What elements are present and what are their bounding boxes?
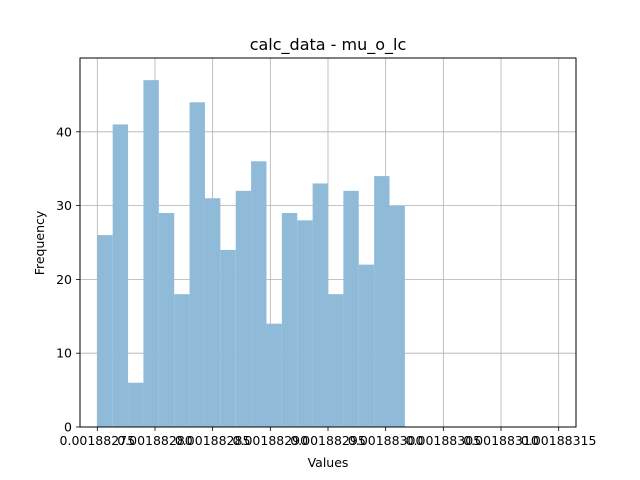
histogram-bar-6 — [174, 294, 190, 427]
chart-title: calc_data - mu_o_lc — [250, 35, 407, 55]
histogram-bar-19 — [374, 176, 390, 427]
x-axis-ticks: 0.001882750.001882800.001882850.00188290… — [60, 427, 597, 448]
histogram-bar-20 — [389, 205, 405, 427]
y-axis-label: Frequency — [32, 210, 47, 275]
x-tick-label: 0.00188315 — [521, 433, 597, 448]
x-tick-label: 0.00188310 — [463, 433, 539, 448]
x-tick-label: 0.00188280 — [117, 433, 193, 448]
histogram-bar-13 — [281, 212, 298, 427]
histogram-bar-17 — [343, 190, 359, 427]
histogram-bar-12 — [266, 323, 282, 427]
histogram-bar-8 — [204, 198, 221, 427]
bars — [97, 80, 405, 428]
histogram-bar-18 — [358, 264, 375, 427]
histogram-bar-15 — [312, 183, 328, 427]
histogram-bar-1 — [97, 235, 113, 427]
y-tick-label: 20 — [56, 272, 72, 287]
histogram-bar-11 — [251, 161, 267, 427]
y-tick-label: 10 — [56, 346, 72, 361]
histogram-bar-4 — [143, 80, 159, 427]
y-tick-label: 40 — [56, 124, 72, 139]
x-tick-label: 0.00188305 — [406, 433, 482, 448]
x-tick-label: 0.00188300 — [348, 433, 424, 448]
histogram-bar-10 — [235, 190, 252, 427]
histogram-bar-2 — [112, 124, 129, 428]
histogram-bar-7 — [189, 102, 205, 427]
x-tick-label: 0.00188290 — [233, 433, 309, 448]
x-tick-label: 0.00188285 — [175, 433, 251, 448]
histogram-bar-14 — [297, 220, 313, 427]
x-tick-label: 0.00188275 — [60, 433, 136, 448]
y-tick-label: 30 — [56, 198, 72, 213]
y-tick-label: 0 — [64, 420, 72, 435]
histogram-bar-3 — [128, 382, 144, 427]
histogram-bar-16 — [328, 294, 344, 427]
histogram-bar-5 — [158, 212, 175, 427]
x-axis-label: Values — [308, 455, 349, 470]
x-tick-label: 0.00188295 — [290, 433, 366, 448]
y-axis-ticks: 0 10 20 30 40 — [56, 124, 80, 435]
histogram-bar-9 — [220, 249, 236, 427]
